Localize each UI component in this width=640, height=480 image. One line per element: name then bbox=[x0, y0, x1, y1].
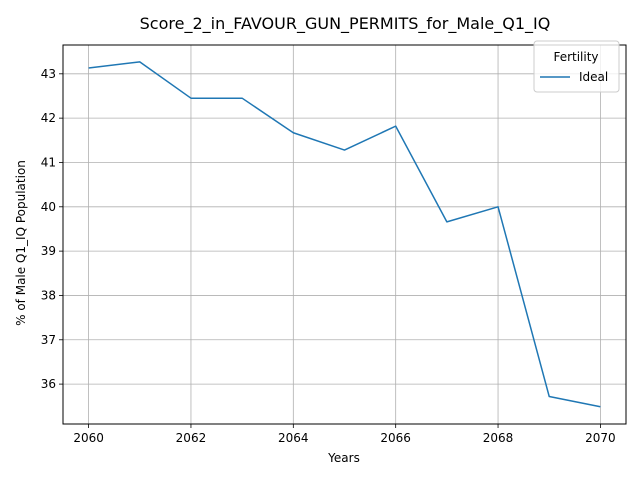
legend-box bbox=[533, 40, 620, 93]
y-tick-label: 37 bbox=[41, 333, 56, 347]
plot-frame bbox=[62, 44, 627, 425]
x-axis-label: Years bbox=[327, 451, 360, 465]
x-tick-label: 2062 bbox=[176, 431, 207, 445]
x-tick-label: 2068 bbox=[483, 431, 514, 445]
x-tick-label: 2070 bbox=[585, 431, 616, 445]
legend-entry-label: Ideal bbox=[579, 70, 608, 84]
y-tick-label: 39 bbox=[41, 244, 56, 258]
legend: Fertility Ideal bbox=[533, 40, 620, 93]
x-tick-label: 2064 bbox=[278, 431, 309, 445]
legend-title: Fertility bbox=[553, 50, 598, 64]
y-tick-label: 40 bbox=[41, 200, 56, 214]
y-tick-label: 36 bbox=[41, 377, 56, 391]
x-tick-label: 2066 bbox=[380, 431, 411, 445]
series-layer bbox=[88, 61, 601, 408]
y-axis-label: % of Male Q1_IQ Population bbox=[14, 160, 28, 326]
chart-title: Score_2_in_FAVOUR_GUN_PERMITS_for_Male_Q… bbox=[140, 14, 551, 34]
y-tick-label: 43 bbox=[41, 67, 56, 81]
axis-ticks: 2060 2062 2064 2066 2068 2070 36 37 38 39 40 41 42 43 bbox=[41, 67, 616, 445]
grid-lines bbox=[63, 45, 626, 424]
y-tick-label: 41 bbox=[41, 155, 56, 169]
x-tick-label: 2060 bbox=[73, 431, 104, 445]
y-tick-label: 42 bbox=[41, 111, 56, 125]
y-tick-label: 38 bbox=[41, 288, 56, 302]
